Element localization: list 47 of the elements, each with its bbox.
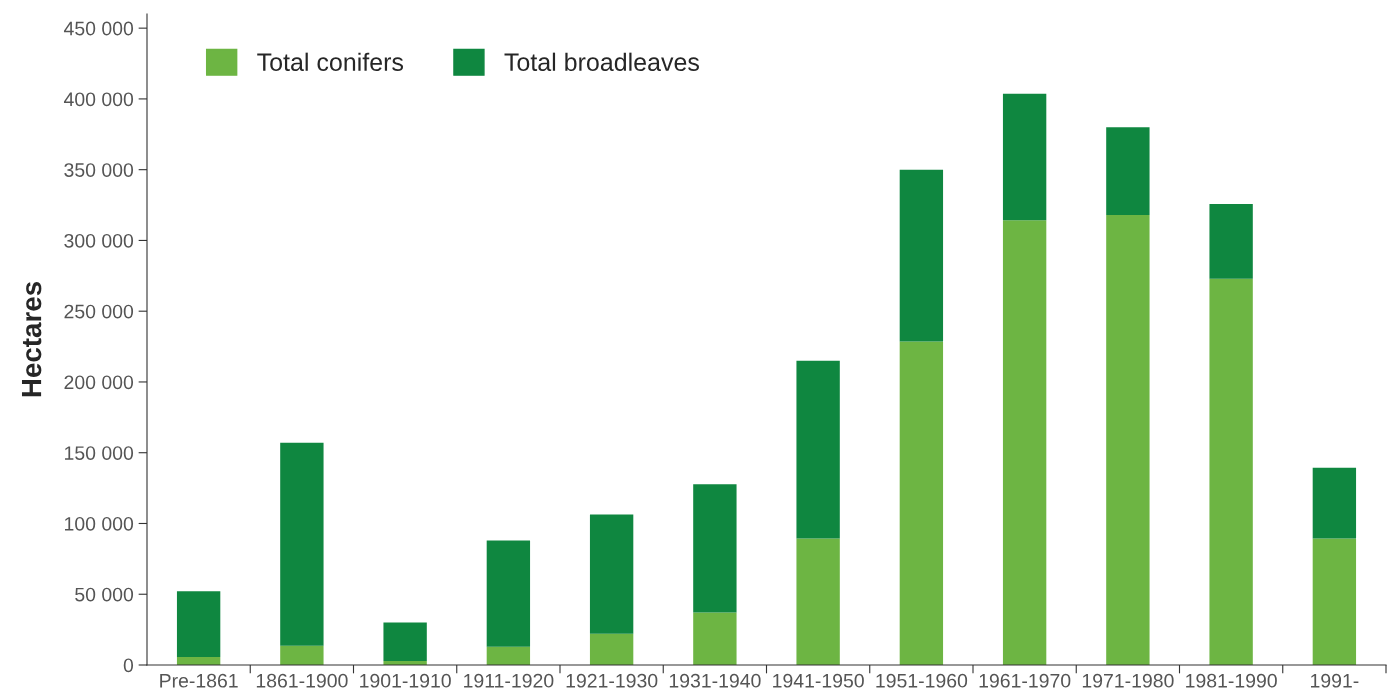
y-tick-label: 300 000 bbox=[64, 233, 134, 248]
x-tick-label: 1951-1960 bbox=[876, 673, 968, 688]
y-tick-label: 400 000 bbox=[63, 92, 134, 107]
x-tick-label: 1971-1980 bbox=[1082, 673, 1174, 688]
legend-label: Total conifers bbox=[257, 52, 404, 72]
y-tick-label: 0 bbox=[123, 658, 134, 673]
y-tick-label: 200 000 bbox=[64, 375, 134, 390]
y-tick-label: 450 000 bbox=[63, 21, 134, 36]
y-axis-title: Hectares bbox=[21, 281, 42, 397]
bar bbox=[796, 360, 840, 539]
y-tick-label: 250 000 bbox=[64, 304, 134, 319]
bar bbox=[486, 540, 531, 647]
y-tick-label: 100 000 bbox=[65, 516, 134, 531]
x-tick-label: Pre-1861 bbox=[160, 673, 238, 688]
bar bbox=[796, 538, 840, 665]
y-tick-label: 350 000 bbox=[64, 163, 134, 177]
bar bbox=[1106, 215, 1150, 665]
y-tick-label: 50 000 bbox=[75, 587, 134, 602]
bar bbox=[693, 484, 737, 613]
bar bbox=[693, 612, 737, 665]
bar bbox=[1312, 467, 1357, 539]
bar bbox=[589, 633, 634, 665]
x-tick-label: 1941-1950 bbox=[773, 673, 864, 688]
bar bbox=[383, 622, 427, 661]
bar bbox=[280, 645, 324, 665]
bar bbox=[1002, 220, 1047, 665]
x-tick-label: 1901-1910 bbox=[360, 673, 451, 688]
legend-label: Total broadleaves bbox=[504, 52, 699, 72]
x-tick-label: 1991- bbox=[1310, 673, 1359, 688]
x-tick-label: 1981-1990 bbox=[1186, 673, 1277, 688]
bar bbox=[1209, 204, 1253, 279]
bar bbox=[1209, 278, 1253, 665]
bar bbox=[280, 442, 324, 646]
bar bbox=[176, 591, 221, 657]
bar bbox=[1002, 93, 1047, 221]
bar bbox=[589, 514, 634, 634]
bar bbox=[899, 341, 944, 665]
x-tick-label: 1961-1970 bbox=[979, 673, 1071, 688]
bar bbox=[1312, 538, 1357, 665]
x-tick-label: 1921-1930 bbox=[566, 673, 658, 688]
x-tick-label: 1931-1940 bbox=[669, 673, 761, 688]
x-tick-label: 1861-1900 bbox=[256, 673, 348, 688]
x-tick-label: 1911-1920 bbox=[464, 673, 554, 688]
bar bbox=[486, 646, 531, 665]
bar bbox=[899, 169, 944, 342]
y-tick-label: 150 000 bbox=[65, 446, 134, 460]
bar bbox=[1106, 127, 1150, 216]
